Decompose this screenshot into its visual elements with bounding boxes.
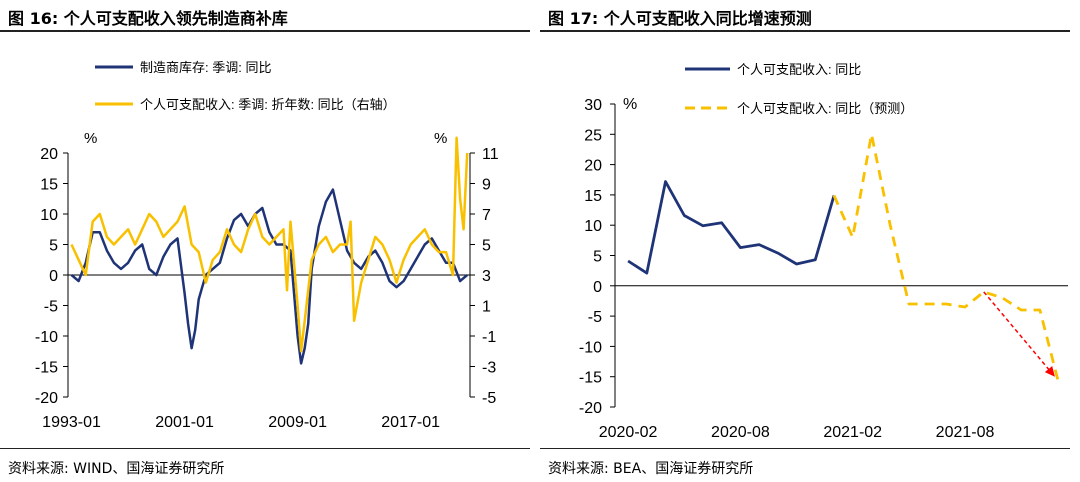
y-tick-label: 15 <box>584 188 602 205</box>
x-tick-label: 2009-01 <box>268 414 327 431</box>
y-left-tick-label: -20 <box>35 390 58 407</box>
series-line-actual <box>627 180 836 275</box>
y-right-tick-label: 7 <box>482 207 491 224</box>
series-line-income <box>70 136 469 353</box>
y-tick-label: -10 <box>579 339 602 356</box>
source-text: 资料来源: WIND、国海证券研究所 <box>8 461 225 477</box>
y-right-tick-label: 9 <box>482 177 491 194</box>
y-tick-label: 10 <box>584 218 602 235</box>
y-right-tick-label: 11 <box>482 146 499 163</box>
x-tick-label: 1993-01 <box>42 414 101 431</box>
x-tick-label: 2020-08 <box>711 424 770 441</box>
chart-header: 图 17: 个人可支配收入同比增速预测 <box>540 0 1070 32</box>
x-tick-label: 2001-01 <box>155 414 214 431</box>
y-right-tick-label: 1 <box>482 299 491 316</box>
legend-label-forecast: 个人可支配收入: 同比（预测） <box>737 101 913 116</box>
legend-label-income: 个人可支配收入: 季调: 折年数: 同比（右轴） <box>140 97 396 112</box>
y-left-tick-label: -15 <box>35 360 58 377</box>
source-text: 资料来源: BEA、国海证券研究所 <box>548 461 754 477</box>
source-footer: 资料来源: WIND、国海证券研究所 <box>0 448 530 482</box>
y-right-tick-label: -5 <box>482 390 496 407</box>
series-line-forecast <box>832 132 1060 384</box>
y-left-tick-label: 20 <box>40 146 58 163</box>
y-right-tick-label: 3 <box>482 268 491 285</box>
y-tick-label: 0 <box>593 279 602 296</box>
x-tick-label: 2021-08 <box>936 424 995 441</box>
y-tick-label: -5 <box>588 309 602 326</box>
chart-panel-left: 图 16: 个人可支配收入领先制造商补库 制造商库存: 季调: 同比个人可支配收… <box>0 0 540 481</box>
chart-header-text: 图 16: 个人可支配收入领先制造商补库 <box>8 9 288 28</box>
trend-arrow-line <box>983 291 1056 378</box>
legend-label-actual: 个人可支配收入: 同比 <box>737 62 861 77</box>
chart-header: 图 16: 个人可支配收入领先制造商补库 <box>0 0 530 32</box>
x-tick-label: 2020-02 <box>599 424 658 441</box>
y-left-tick-label: 0 <box>49 268 58 285</box>
y-tick-label: 5 <box>593 249 602 266</box>
x-tick-label: 2017-01 <box>381 414 440 431</box>
y-tick-label: -15 <box>579 370 602 387</box>
right-axis-unit: % <box>434 130 447 147</box>
y-left-tick-label: 5 <box>49 238 58 255</box>
source-footer: 资料来源: BEA、国海证券研究所 <box>540 448 1070 482</box>
y-left-tick-label: -5 <box>44 299 58 316</box>
x-tick-label: 2021-02 <box>823 424 882 441</box>
y-right-tick-label: -1 <box>482 329 496 346</box>
y-left-tick-label: 10 <box>40 207 58 224</box>
series-line-inventory <box>70 188 469 365</box>
y-right-tick-label: 5 <box>482 238 491 255</box>
y-right-tick-label: -3 <box>482 360 496 377</box>
legend-label-inventory: 制造商库存: 季调: 同比 <box>140 60 271 75</box>
y-tick-label: 20 <box>584 158 602 175</box>
y-tick-label: -20 <box>579 400 602 417</box>
y-axis-unit: % <box>623 96 637 113</box>
y-tick-label: 30 <box>584 97 602 114</box>
chart-panel-right: 图 17: 个人可支配收入同比增速预测 个人可支配收入: 同比 个人可支配收入: … <box>540 0 1080 481</box>
trend-arrow-head <box>1044 366 1055 377</box>
y-tick-label: 25 <box>584 127 602 144</box>
left-axis-unit: % <box>84 130 97 147</box>
chart-header-text: 图 17: 个人可支配收入同比增速预测 <box>548 9 812 28</box>
y-left-tick-label: -10 <box>35 329 58 346</box>
y-left-tick-label: 15 <box>40 177 58 194</box>
